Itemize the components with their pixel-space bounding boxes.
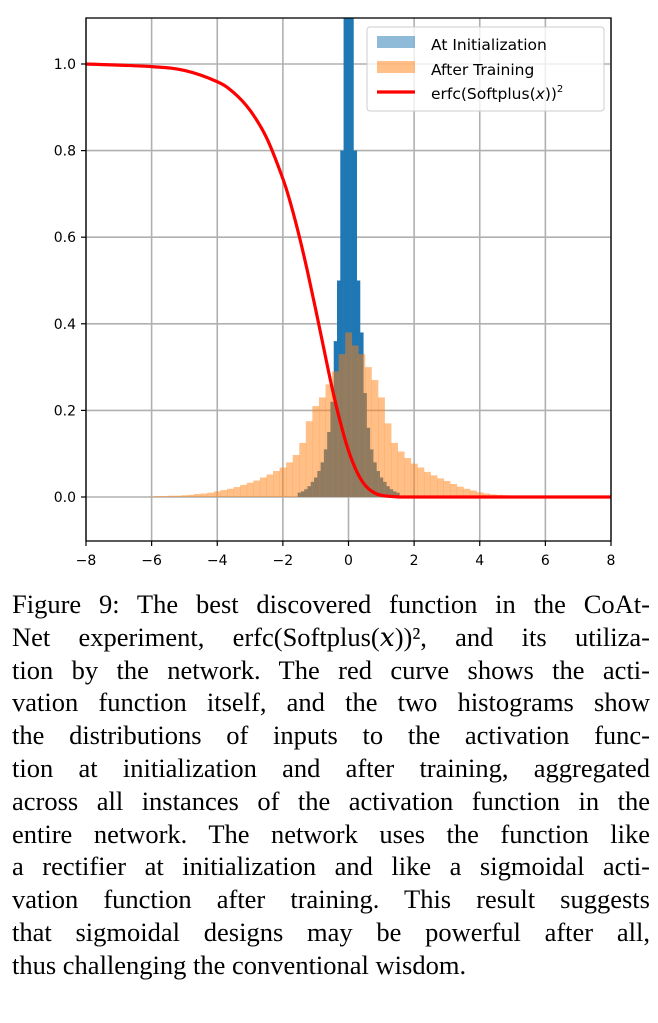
histogram-bar [391,442,399,497]
caption-line: entire network. The network uses the fun… [12,818,650,849]
histogram-bar [168,495,175,497]
figure-caption: Figure 9: The best discovered function i… [12,588,650,982]
caption-line: Net experiment, erfc(Softplus(𝑥))², and … [12,621,650,652]
histogram-bar [161,496,169,497]
histogram-bar [397,451,405,497]
x-tick-label: 2 [410,553,419,569]
histogram-bar [194,493,202,497]
histogram-bar [340,150,344,497]
histogram-bar [456,486,464,497]
y-tick-label: 0.0 [54,490,76,506]
histogram-bar [371,380,379,497]
histogram-bar [350,18,354,497]
histogram-bar [200,493,208,497]
y-tick-label: 0.4 [54,317,76,333]
y-tick-label: 0.2 [54,403,76,419]
histogram-bar [358,354,366,497]
histogram-bar [476,492,484,497]
legend-box [366,26,605,112]
histogram-bar [417,467,425,497]
caption-line: Figure 9: The best discovered function i… [12,589,650,619]
histogram-bar [346,18,351,497]
caption-line: that sigmoidal designs may be powerful a… [12,916,650,947]
y-tick-label: 0.6 [54,230,76,246]
histogram-bar [266,474,274,497]
legend-label-trained: After Training [431,61,534,79]
histogram-after-training [148,332,549,497]
histogram-bar [292,454,300,497]
histogram-bar [187,494,195,497]
histogram-bar [443,480,451,497]
histogram-bar [450,484,458,497]
legend-swatch-init [377,36,415,48]
histogram-bar [332,371,339,497]
histogram-bar [353,150,358,497]
histogram-bar [227,488,234,497]
histogram-bar [351,345,359,497]
histogram-bar [364,367,372,497]
legend-swatch-trained [377,61,415,73]
histogram-bar [253,480,261,497]
x-tick-label: −2 [273,553,294,569]
histogram-bar [384,423,392,497]
x-tick-label: −6 [141,553,162,569]
erfc-softplus-curve [85,62,612,499]
histogram-bar [273,471,280,497]
caption-line: vation function after training. This res… [12,884,650,915]
caption-line: across all instances of the activation f… [12,785,650,816]
caption-line: vation function itself, and the two hist… [12,687,650,718]
y-tick-label: 1.0 [54,57,76,73]
histogram-bar [286,462,294,497]
histogram-bar [404,458,412,497]
histogram-bar [154,496,162,497]
histogram-bar [410,463,418,497]
histogram-bar [345,332,353,497]
histogram-bar [181,495,189,497]
histogram-bar [463,488,471,497]
histogram-bar [299,442,307,497]
x-tick-label: −4 [207,553,228,569]
histogram-bar [220,490,228,497]
histogram-bar [430,475,438,497]
legend: At Initialization After Training erfc(So… [366,26,605,112]
histogram-bar [174,495,182,497]
y-tick-label: 0.8 [54,144,76,160]
histogram-bar [279,467,287,497]
histogram-bar [213,491,221,497]
histogram-bar [469,490,477,497]
histogram-bar [233,487,241,497]
x-tick-label: 0 [344,553,353,569]
legend-label-curve: erfc(Softplus(x))2 [431,84,563,103]
caption-line: thus challenging the conventional wisdom… [12,949,467,980]
legend-label-init: At Initialization [431,36,547,54]
histogram-bar [318,397,326,497]
histogram-bar [423,471,431,497]
x-tick-label: −8 [76,553,97,569]
histogram-bar [325,384,333,497]
histogram-bar [246,482,254,497]
caption-line: tion by the network. The red curve shows… [12,654,650,685]
histogram-bar [378,397,385,497]
histogram-bar [305,421,313,497]
chart: −8 −6 −4 −2 0 2 4 6 8 0.0 0.2 0.4 0.6 0.8 1.0 At Initi… [54,17,616,569]
histogram-bar [483,493,490,497]
histogram-bar [437,478,444,497]
caption-line: the distributions of inputs to the activ… [12,720,650,751]
histogram-bar [343,18,348,497]
histogram-bar [207,492,215,497]
histogram-bar [259,477,267,497]
axis-ticks: −8 −6 −4 −2 0 2 4 6 8 0.0 0.2 0.4 0.6 0.8 1.0 [54,57,616,569]
x-tick-label: 6 [541,553,550,569]
caption-line: a rectifier at initialization and like a… [12,851,650,882]
histogram-bar [240,484,248,497]
x-tick-label: 4 [475,553,484,569]
x-tick-label: 8 [607,553,616,569]
histogram-bar [312,406,320,497]
caption-line: tion at initialization and after trainin… [12,752,650,783]
